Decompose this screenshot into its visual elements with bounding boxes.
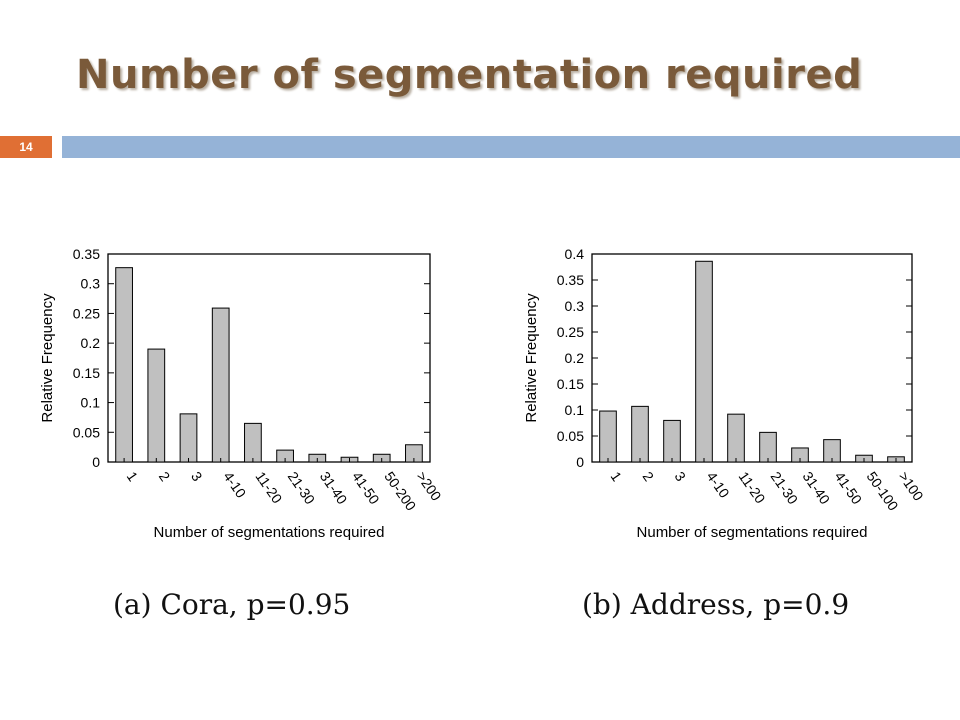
x-tick-label: 4-10 [704,469,733,501]
bar [631,405,649,463]
y-tick-label: 0.3 [565,298,585,314]
bar [695,260,713,463]
y-tick-label: 0.2 [81,335,101,351]
x-tick-label: 50-100 [864,469,902,514]
x-tick-label: 21-30 [768,469,802,508]
y-tick-label: 0.15 [73,365,100,381]
bar [759,431,777,463]
y-tick-label: 0.3 [81,276,101,292]
y-tick-label: 0.35 [557,272,584,288]
bar [599,410,617,463]
x-tick-label: >100 [896,469,927,504]
x-tick-label: 41-50 [832,469,866,508]
y-tick-label: 0.05 [73,424,100,440]
y-tick-label: 0.1 [81,395,101,411]
caption-address: (b) Address, p=0.9 [582,588,850,621]
y-tick-label: 0.25 [73,305,100,321]
x-tick-label: 11-20 [736,469,769,507]
y-tick-label: 0 [92,454,100,470]
x-tick-label: 31-40 [800,469,834,508]
y-tick-label: 0.15 [557,376,584,392]
y-tick-label: 0.1 [565,402,585,418]
x-tick-label: 3 [672,469,690,485]
bar [663,419,681,463]
x-axis-label: Number of segmentations required [637,524,868,541]
x-axis-label: Number of segmentations required [154,524,385,541]
bar [727,413,745,463]
slide-title: Number of segmentation required [76,52,863,98]
header-bar [62,136,960,158]
y-axis-label: Relative Frequency [39,293,56,423]
y-axis-label: Relative Frequency [523,293,540,423]
y-tick-label: 0.2 [565,350,585,366]
plot-frame [107,253,431,463]
x-tick-label: 2 [640,469,658,485]
caption-cora: (a) Cora, p=0.95 [113,588,351,621]
y-tick-label: 0.35 [73,246,100,262]
y-tick-label: 0.4 [565,246,585,262]
y-tick-label: 0 [576,454,584,470]
slide-number-badge: 14 [0,136,52,158]
x-tick-label: 1 [608,469,626,485]
y-tick-label: 0.05 [557,428,584,444]
y-tick-label: 0.25 [557,324,584,340]
